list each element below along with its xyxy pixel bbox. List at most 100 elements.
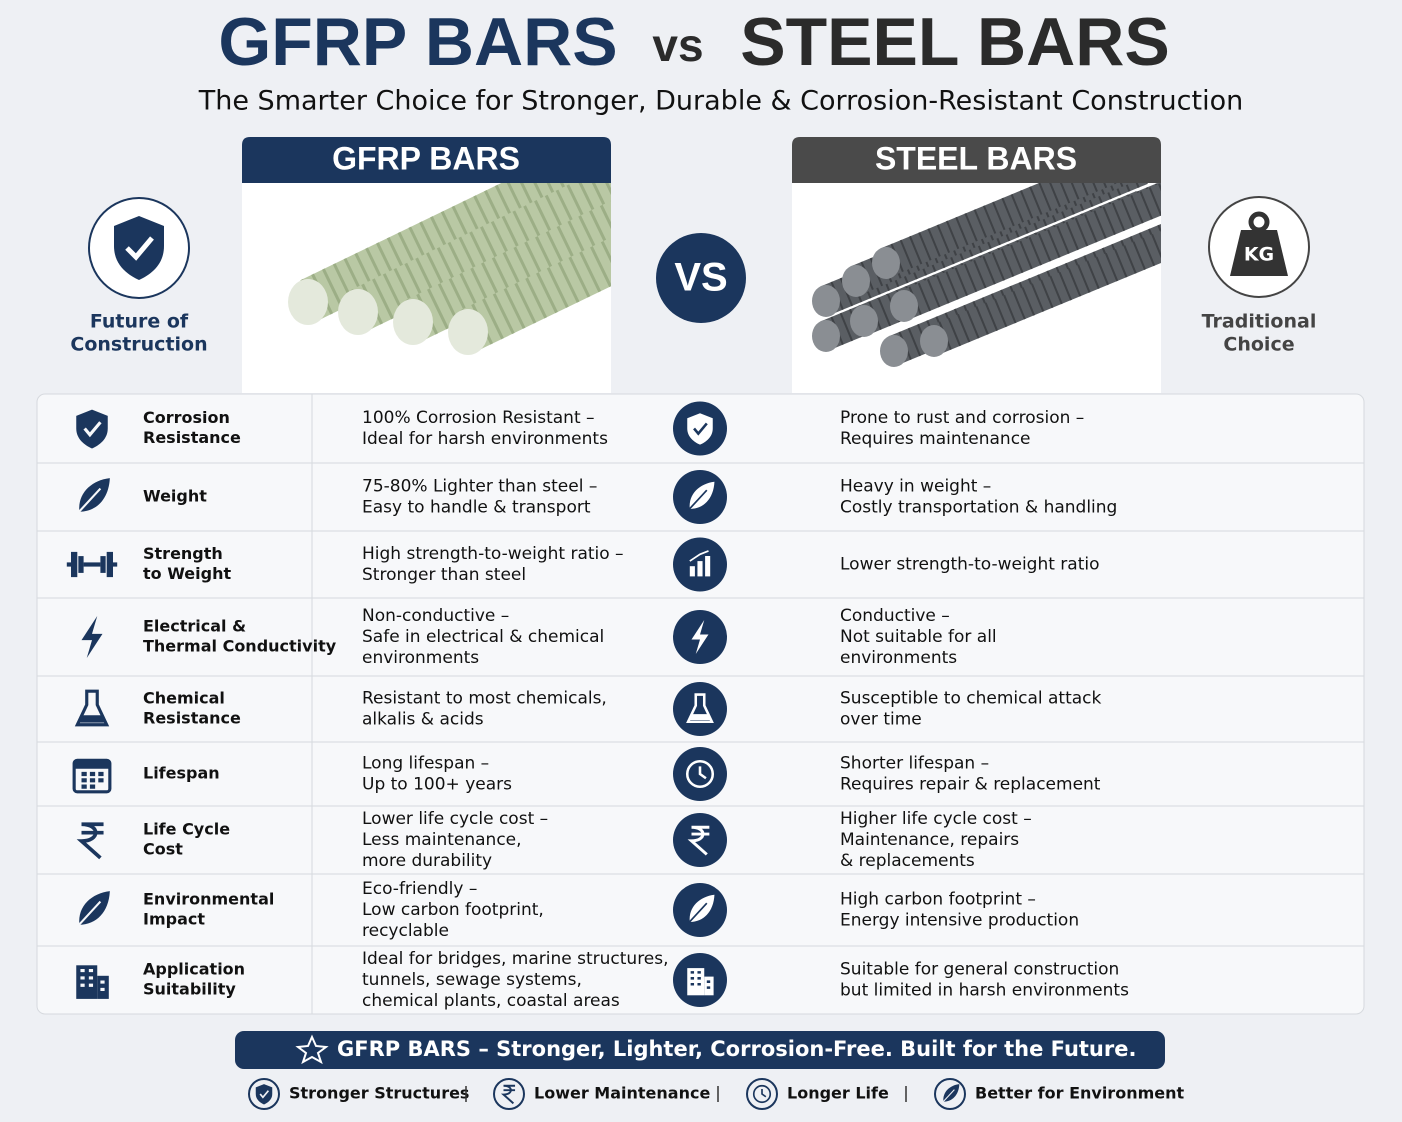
footer-icon-circle [746,1078,778,1110]
steel-bar-end [920,325,948,357]
footer-item: Lower Maintenance [534,1084,710,1103]
icon [685,481,715,513]
steel-text: Suitable for general construction [840,960,1119,980]
footer-icon-circle [248,1078,280,1110]
steel-text: Lower strength-to-weight ratio [840,555,1100,575]
gfrp-text: Less maintenance, [362,830,522,850]
gfrp-text: Resistant to most chemicals, [362,689,607,709]
icon [687,968,714,996]
icon [940,1084,960,1105]
feature-label: Cost [143,840,183,859]
icon [685,894,715,926]
steel-text: Not suitable for all [840,627,997,647]
feature-label: Application [143,960,245,979]
icon [74,478,110,517]
feature-label: Suitability [143,980,236,999]
gfrp-text: Non-conductive – [362,606,509,626]
steel-label: STEEL BARS [875,140,1077,176]
icon [74,891,110,930]
right-caption: Choice [1223,334,1294,356]
footer-items: Stronger Structures Lower Maintenance Long… [248,1078,1184,1110]
icon [72,758,112,794]
steel-text: Energy intensive production [840,911,1079,931]
gfrp-text: Stronger than steel [362,565,526,585]
steel-bar-end [872,247,900,279]
left-caption: Future of [90,311,189,333]
gfrp-text: Ideal for bridges, marine structures, [362,949,669,969]
row-icon-circle [673,682,727,736]
steel-text: over time [840,710,922,730]
footer-item: Stronger Structures [289,1084,469,1103]
footer-banner [235,1031,1165,1069]
gfrp-badge [242,137,611,183]
gfrp-bar-end [338,289,378,335]
feature-label: Chemical [143,689,225,708]
icon [76,965,109,999]
title-right: STEEL BARS [740,4,1169,80]
gfrp-text: Safe in electrical & chemical [362,627,604,647]
steel-text: Conductive – [840,606,950,626]
left-caption: Construction [70,334,207,356]
subtitle: The Smarter Choice for Stronger, Durable… [198,86,1243,117]
gfrp-text: environments [362,648,479,668]
gfrp-bar-end [288,279,328,325]
feature-label: Resistance [143,428,241,447]
steel-bar-end [842,265,870,297]
icon [76,822,104,860]
gfrp-bar [300,183,630,320]
feature-label: to Weight [143,564,231,583]
icon [686,693,714,724]
steel-text: High carbon footprint – [840,890,1036,910]
feature-label: Electrical & [143,617,246,636]
icon [687,413,713,445]
gfrp-text: Easy to handle & transport [362,498,591,518]
icon [76,409,108,449]
gfrp-text: tunnels, sewage systems, [362,970,582,990]
steel-text: Prone to rust and corrosion – [840,408,1084,428]
icon [687,825,710,856]
check-icon [125,236,154,261]
steel-text: Susceptible to chemical attack [840,689,1102,709]
icon [500,1084,516,1105]
bar-illustrations [288,183,1161,367]
right-caption: Traditional [1202,311,1317,333]
icon [255,1084,273,1105]
icon [74,689,110,727]
feature-label: Resistance [143,709,241,728]
steel-text: Higher life cycle cost – [840,809,1032,829]
gfrp-text: 100% Corrosion Resistant – [362,408,595,428]
steel-bar-end [850,305,878,337]
gfrp-bar-end [393,299,433,345]
steel-text: environments [840,648,957,668]
steel-text: & replacements [840,851,975,871]
feature-label: Lifespan [143,764,220,783]
gfrp-text: more durability [362,851,492,871]
feature-label: Environmental [143,890,274,909]
gfrp-text: Eco-friendly – [362,879,477,899]
gfrp-text: Lower life cycle cost – [362,809,548,829]
steel-text: Costly transportation & handling [840,498,1117,518]
steel-text: Maintenance, repairs [840,830,1019,850]
steel-bar-ribs [929,196,1161,354]
steel-text: Requires repair & replacement [840,775,1101,795]
steel-text: Shorter lifespan – [840,754,989,774]
weight-text: KG [1244,244,1274,266]
gfrp-text: Up to 100+ years [362,775,512,795]
icon [66,551,118,578]
gfrp-text: Long lifespan – [362,754,489,774]
gfrp-text: Ideal for harsh environments [362,429,608,449]
steel-bar-end [812,320,840,352]
feature-label: Weight [143,487,207,506]
steel-text: Requires maintenance [840,429,1031,449]
gfrp-text: High strength-to-weight ratio – [362,544,624,564]
gfrp-text: alkalis & acids [362,710,484,730]
feature-label: Corrosion [143,408,230,427]
footer-banner-text: GFRP BARS – Stronger, Lighter, Corrosion… [337,1037,1136,1061]
steel-text: but limited in harsh environments [840,981,1129,1001]
footer-item: Longer Life [787,1084,889,1103]
icon [752,1084,772,1104]
gfrp-label: GFRP BARS [332,140,520,176]
